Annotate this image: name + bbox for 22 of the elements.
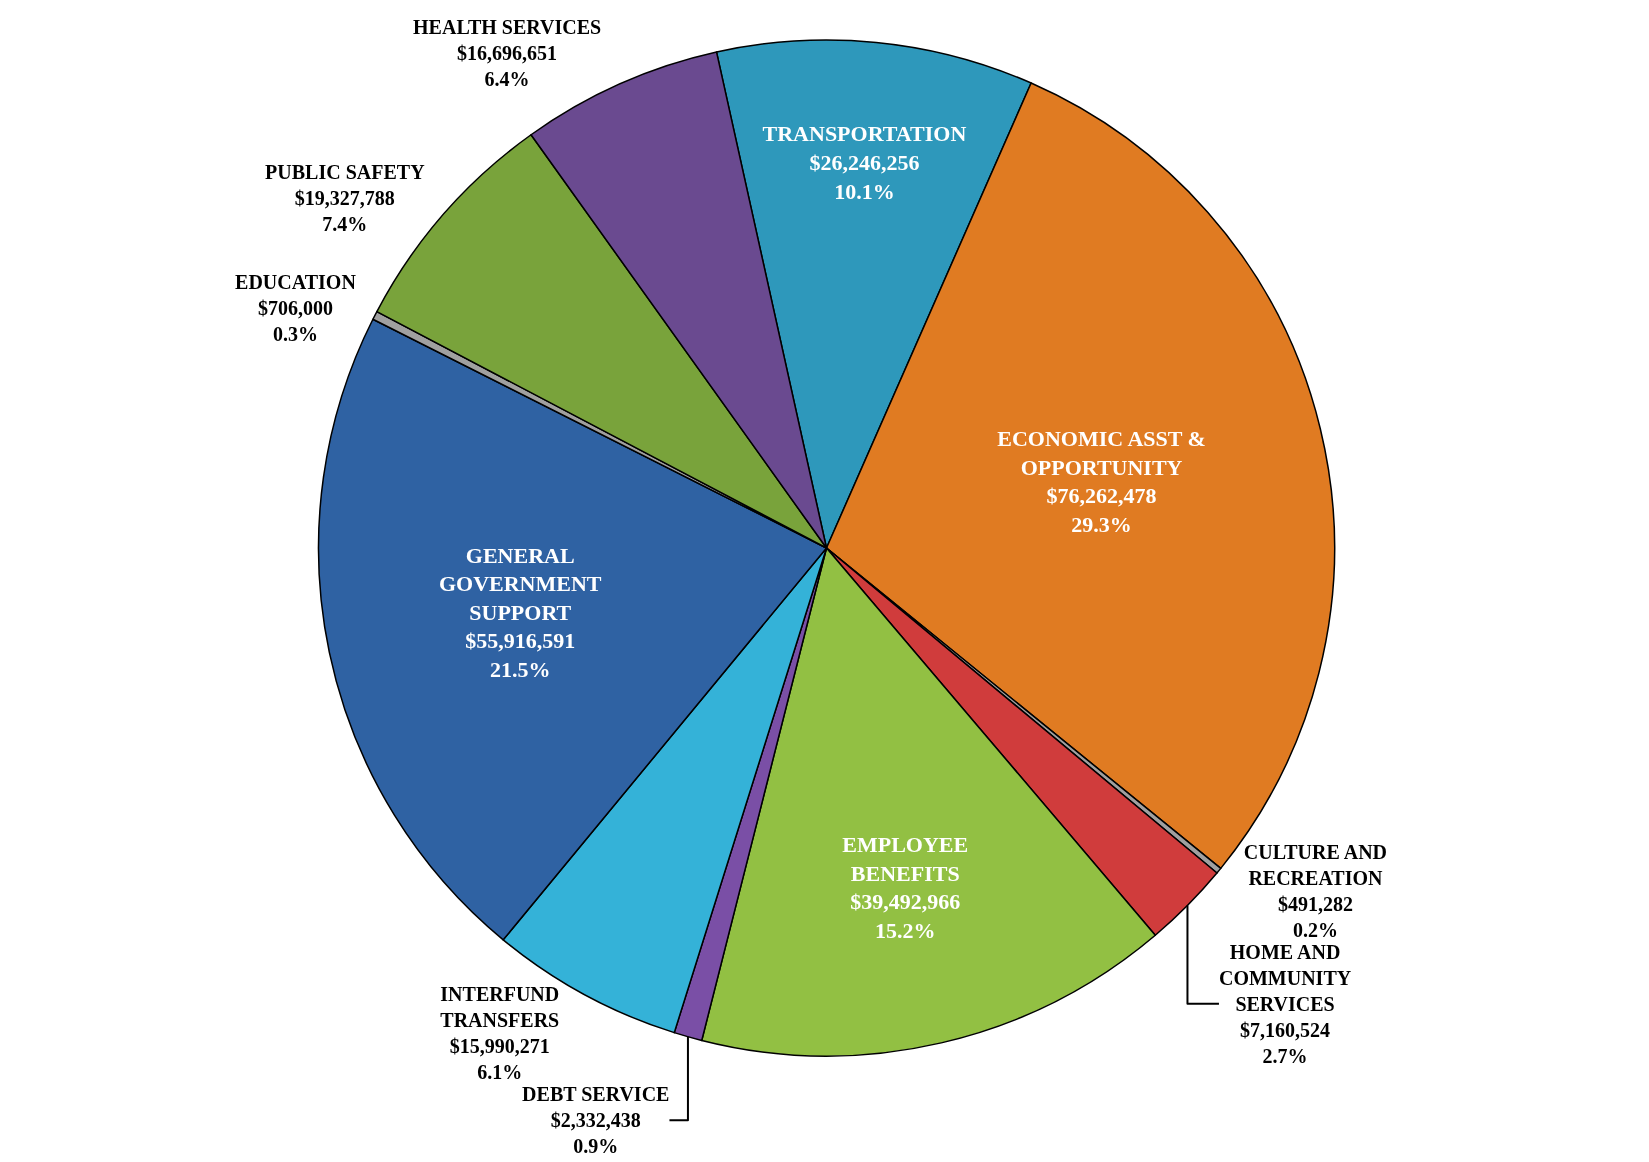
data-label: $39,492,966 15.2% [850,889,961,943]
slice-label: TRANSPORTATION [762,121,967,147]
slice-label: EDUCATION [235,270,357,293]
slice-label: CULTURE AND RECREATION [1243,840,1388,889]
data-label: $26,246,256 10.1% [809,149,920,204]
slice-label: DEBT SERVICE [522,1083,670,1106]
data-label: $2,332,438 0.9% [550,1109,641,1158]
slice-label: EMPLOYEE BENEFITS [842,831,969,886]
data-label: $76,262,478 29.3% [1046,483,1157,537]
data-label: $15,990,271 6.1% [449,1035,550,1084]
data-label: $55,916,591 21.5% [465,628,576,682]
data-label: $19,327,788 7.4% [294,187,395,236]
data-label: $706,000 0.3% [257,296,333,345]
slice-label: INTERFUND TRANSFERS [440,983,560,1032]
slice-label: GENERAL GOVERNMENT SUPPORT [438,542,602,625]
data-label: $7,160,524 2.7% [1240,1018,1331,1067]
data-label: $491,282 0.2% [1277,892,1353,941]
slice-label: PUBLIC SAFETY [265,161,426,184]
slice-label: HEALTH SERVICES [413,16,602,39]
slice-label: ECONOMIC ASST & OPPORTUNITY [997,426,1206,480]
data-label: $16,696,651 6.4% [457,42,558,91]
slice-label: HOME AND COMMUNITY SERVICES [1218,940,1352,1015]
